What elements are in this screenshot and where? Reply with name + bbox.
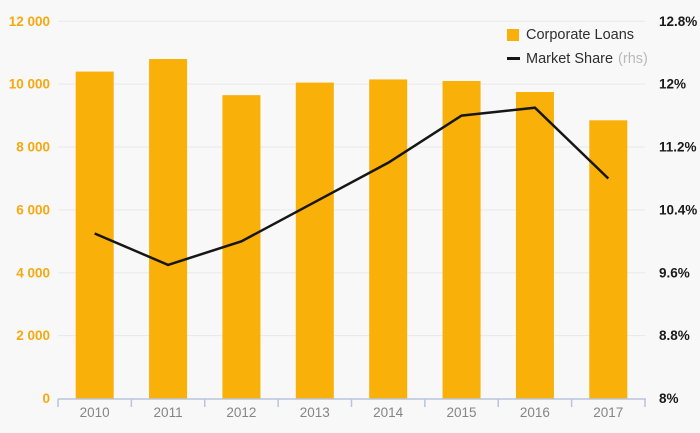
- left-axis-label: 12 000: [9, 14, 50, 29]
- left-axis-label: 4 000: [16, 265, 50, 280]
- legend-label: Corporate Loans: [526, 26, 635, 43]
- right-axis-label: 12.8%: [659, 14, 697, 29]
- x-axis-label: 2015: [447, 405, 477, 420]
- line-series-dash-icon: [507, 57, 520, 60]
- right-axis-label: 11.2%: [659, 140, 697, 155]
- left-axis-label: 0: [42, 391, 50, 406]
- right-axis-label: 12%: [659, 77, 686, 92]
- right-axis-label: 10.4%: [659, 202, 697, 217]
- x-axis-label: 2016: [520, 405, 550, 420]
- bar-2017: [589, 120, 628, 399]
- left-axis-label: 2 000: [16, 328, 50, 343]
- bar-series-swatch-icon: [507, 28, 519, 41]
- left-axis-label: 10 000: [9, 77, 50, 92]
- legend-label: Market Share: [526, 50, 614, 67]
- bar-2016: [515, 92, 554, 400]
- chart-legend: Corporate Loans Market Share (rhs): [507, 24, 648, 69]
- bar-2015: [442, 81, 481, 400]
- x-axis-label: 2010: [80, 405, 110, 420]
- left-axis-label: 6 000: [16, 202, 50, 217]
- bar-2014: [369, 79, 408, 400]
- bar-2011: [149, 59, 188, 400]
- x-axis-label: 2011: [154, 405, 183, 420]
- x-axis-label: 2017: [593, 405, 623, 420]
- x-axis-label: 2012: [226, 405, 256, 420]
- bar-2013: [295, 82, 334, 399]
- x-axis-label: 2013: [300, 405, 330, 420]
- legend-item-corporate-loans: Corporate Loans: [507, 24, 648, 45]
- right-axis-label: 9.6%: [659, 265, 690, 280]
- right-axis-label: 8%: [659, 391, 679, 406]
- market-share-line: [94, 106, 610, 267]
- left-axis-label: 8 000: [16, 140, 50, 155]
- bar-2010: [75, 71, 114, 400]
- x-axis-label: 2014: [373, 405, 404, 420]
- legend-item-market-share: Market Share (rhs): [507, 48, 648, 69]
- legend-label-suffix: (rhs): [618, 50, 648, 67]
- right-axis-label: 8.8%: [659, 328, 690, 343]
- bar-2012: [222, 95, 261, 399]
